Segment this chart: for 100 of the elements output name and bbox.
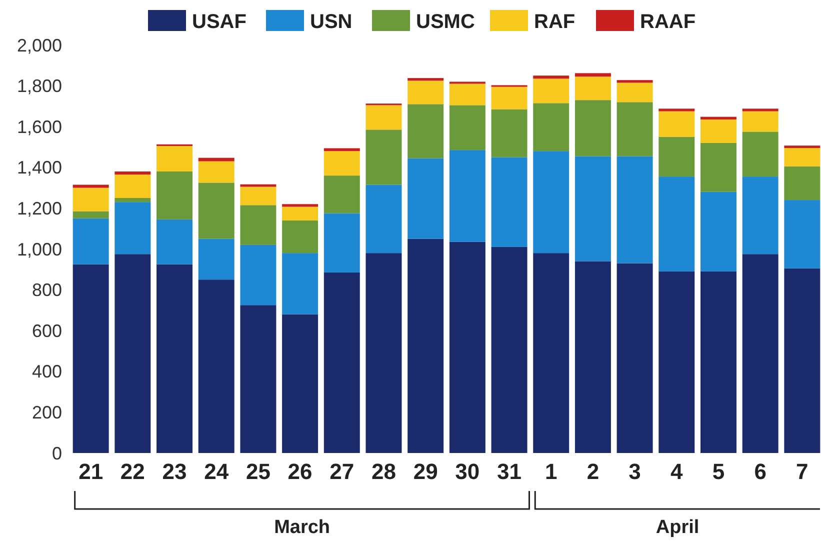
y-tick-label: 800: [32, 280, 62, 300]
bar: [408, 80, 444, 104]
bar: [491, 157, 528, 247]
bar: [784, 148, 820, 166]
x-tick-label: 26: [288, 459, 312, 484]
y-tick-label: 1,400: [16, 158, 62, 178]
bar: [658, 111, 695, 137]
legend-label: RAF: [534, 11, 576, 33]
bar: [658, 136, 695, 177]
bar: [282, 314, 318, 453]
bar: [616, 156, 653, 264]
bar: [449, 242, 486, 453]
bar: [574, 156, 611, 262]
bar: [574, 100, 611, 156]
x-tick-label: 30: [455, 459, 480, 484]
bar: [366, 184, 402, 254]
bar: [700, 192, 736, 272]
x-tick-label: 28: [371, 459, 396, 484]
bar: [700, 116, 736, 120]
x-tick-label: 23: [162, 459, 187, 484]
x-tick-label: 2: [586, 459, 600, 484]
bar: [742, 111, 778, 132]
bar: [658, 176, 695, 272]
x-tick-label: 29: [413, 459, 438, 484]
bar: [616, 80, 653, 83]
bar: [282, 204, 318, 207]
bar: [198, 158, 234, 162]
bar: [114, 198, 151, 202]
bar: [114, 202, 151, 254]
bar: [700, 119, 736, 143]
bar: [574, 261, 611, 453]
text: March: [274, 517, 330, 538]
bar: [72, 184, 109, 188]
y-tick-label: 1,000: [16, 239, 62, 260]
bar: [742, 108, 778, 112]
bar: [700, 142, 736, 192]
bar: [156, 146, 193, 172]
bar: [616, 263, 653, 453]
x-tick-label: 21: [78, 459, 104, 484]
bar: [408, 238, 444, 453]
text: April: [656, 517, 700, 538]
legend-label: USAF: [192, 11, 246, 33]
bar: [114, 174, 151, 198]
bar: [533, 103, 570, 152]
bar: [574, 76, 611, 100]
bar: [324, 151, 360, 176]
bar: [491, 109, 528, 158]
y-tick-label: 2,000: [16, 35, 62, 56]
bar: [156, 264, 193, 453]
bar: [324, 272, 360, 453]
bar: [324, 148, 360, 152]
bar: [282, 206, 318, 220]
bar: [366, 105, 402, 130]
bar: [616, 102, 653, 156]
bar: [72, 264, 109, 453]
bar: [198, 238, 234, 280]
bar: [240, 186, 276, 206]
bar: [742, 132, 778, 177]
y-tick-label: 1,800: [16, 76, 62, 96]
bar: [449, 84, 486, 106]
bar: [72, 188, 109, 212]
bar: [240, 205, 276, 245]
bar: [408, 78, 444, 81]
bar: [324, 176, 360, 214]
bar: [282, 253, 318, 314]
legend-label: USMC: [416, 11, 475, 33]
bar: [240, 244, 276, 306]
bar: [449, 105, 486, 150]
bar: [491, 86, 528, 110]
bar: [408, 158, 444, 239]
bar: [742, 254, 778, 453]
bar: [533, 151, 570, 254]
bar: [784, 146, 820, 148]
bar: [72, 211, 109, 218]
x-tick-label: 7: [796, 459, 808, 484]
x-tick-label: 1: [544, 459, 558, 484]
bar: [449, 150, 486, 242]
bar: [658, 271, 695, 453]
x-tick-label: 5: [712, 459, 725, 484]
bar: [114, 171, 151, 175]
bar: [366, 130, 402, 185]
bar: [156, 219, 193, 264]
bar: [198, 280, 234, 453]
bar: [533, 78, 570, 104]
bar: [700, 271, 736, 453]
bar: [198, 161, 234, 183]
bar: [574, 73, 611, 77]
bar: [408, 104, 444, 158]
bar: [324, 213, 360, 272]
y-tick-label: 1,200: [16, 198, 62, 218]
bar: [366, 253, 402, 453]
bar: [616, 82, 653, 102]
y-tick-label: 1,600: [16, 116, 62, 137]
x-tick-label: 6: [754, 459, 766, 484]
bar: [784, 268, 820, 453]
bar: [198, 182, 234, 239]
legend-label: USN: [310, 11, 352, 33]
bar: [491, 246, 528, 453]
x-tick-label: 3: [628, 459, 641, 484]
x-tick-label: 25: [246, 459, 270, 484]
